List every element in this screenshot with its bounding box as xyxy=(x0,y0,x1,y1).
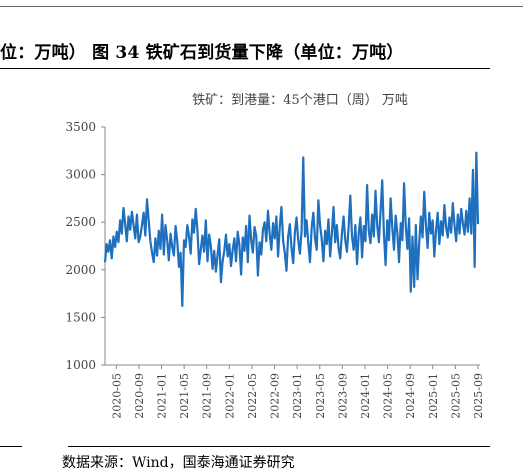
series-line xyxy=(103,151,480,308)
x-tick-label: 2022-05 xyxy=(246,373,259,419)
y-tick-label: 2000 xyxy=(65,263,96,277)
x-tick-label: 2022-09 xyxy=(269,373,282,419)
x-tick-label: 2024-01 xyxy=(359,373,372,419)
x-tick-label: 2020-05 xyxy=(110,373,123,419)
x-tick-label: 2023-01 xyxy=(291,373,304,419)
x-tick-label: 2021-09 xyxy=(201,373,214,419)
page-title: 位：万吨） 图 34 铁矿石到货量下降（单位：万吨） xyxy=(0,43,404,63)
x-tick-label: 2025-01 xyxy=(427,373,440,419)
x-tick-label: 2020-09 xyxy=(133,373,146,419)
series-label: 铁矿：到港量：45个港口（周） 万吨 xyxy=(192,93,408,108)
x-axis-ticks: 2020-05 2020-09 2021-01 2021-05 2021-09 2022-… xyxy=(110,365,485,419)
x-tick-label: 2022-01 xyxy=(223,373,236,419)
line-chart: 铁矿：到港量：45个港口（周） 万吨 1000 1500 2000 2500 3000 3… xyxy=(65,93,485,419)
y-tick-label: 2500 xyxy=(65,215,96,229)
x-tick-label: 2023-05 xyxy=(314,373,327,419)
y-tick-label: 3000 xyxy=(65,168,96,182)
x-tick-label: 2025-09 xyxy=(472,373,485,419)
x-tick-label: 2024-09 xyxy=(404,373,417,419)
y-tick-label: 3500 xyxy=(65,120,96,134)
top-rule xyxy=(0,6,523,7)
y-tick-label: 1000 xyxy=(65,358,96,372)
x-tick-label: 2024-05 xyxy=(382,373,395,419)
source-note: 数据来源：Wind，国泰海通证券研究 xyxy=(62,455,295,471)
y-tick-label: 1500 xyxy=(65,310,96,324)
footer-rule-left xyxy=(0,446,22,447)
y-axis-ticks: 1000 1500 2000 2500 3000 3500 xyxy=(65,120,105,372)
header-rule xyxy=(0,68,490,69)
x-tick-label: 2023-09 xyxy=(336,373,349,419)
footer-rule-right xyxy=(68,446,490,447)
x-tick-label: 2021-05 xyxy=(178,373,191,419)
x-tick-label: 2021-01 xyxy=(156,373,169,419)
x-tick-label: 2025-05 xyxy=(449,373,462,419)
